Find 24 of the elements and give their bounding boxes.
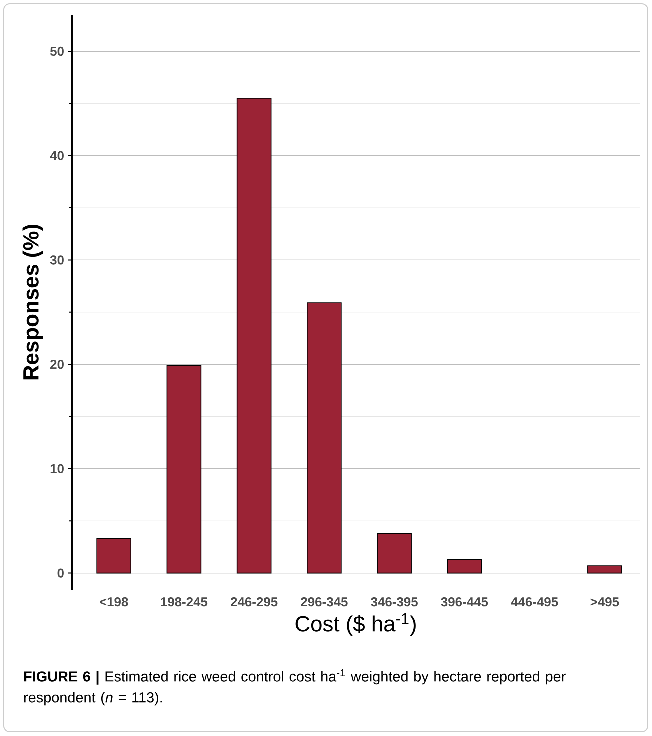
bar	[447, 559, 482, 574]
x-tick-label: 396-445	[441, 598, 488, 607]
y-tick-label: 10	[50, 464, 64, 474]
x-tick-label: 198-245	[161, 598, 208, 607]
x-axis-title: Cost ($ ha$^{-1}$)	[296, 614, 416, 636]
bar	[307, 302, 342, 574]
x-tick-label: >495	[590, 598, 620, 607]
x-tick-label: 246-295	[231, 598, 278, 607]
y-tick-label: 40	[50, 151, 64, 160]
x-tick-label: 446-495	[511, 598, 558, 607]
y-tick-label: 30	[50, 256, 64, 265]
x-tick-label: 296-345	[301, 598, 348, 607]
text: FIGURE 6 | Estimated rice weed control cost ha$^{-1}$ weighted by hectare reported per respondent (n = 113).	[24, 670, 566, 706]
bar	[166, 365, 202, 574]
x-tick-label: <198	[100, 598, 128, 607]
bar	[236, 98, 272, 574]
y-axis-title: Responses (%)	[22, 225, 44, 380]
bar	[588, 566, 622, 574]
y-tick-label: 50	[50, 46, 64, 56]
x-tick-label: 346-395	[371, 598, 418, 607]
bar	[377, 533, 412, 574]
y-tick-label: 0	[58, 568, 64, 578]
bar	[96, 538, 132, 574]
y-tick-label: 20	[50, 360, 64, 370]
